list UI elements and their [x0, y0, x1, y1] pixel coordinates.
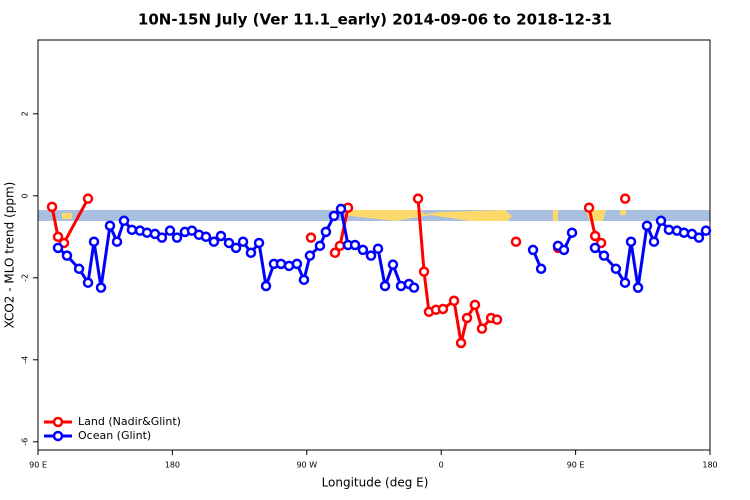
data-point: [448, 295, 460, 307]
data-point: [126, 224, 138, 236]
x-tick-label: 90 W: [296, 461, 317, 470]
y-tick-label: -2: [21, 274, 30, 282]
data-point: [357, 244, 369, 256]
y-tick-label: -4: [21, 356, 30, 364]
legend-label: Ocean (Glint): [78, 429, 151, 442]
data-point: [510, 236, 522, 247]
series: [46, 193, 631, 349]
data-point: [156, 232, 168, 243]
data-point: [625, 236, 637, 247]
data-point: [491, 314, 503, 325]
data-point: [418, 266, 430, 277]
data-point: [535, 263, 547, 275]
data-point: [275, 258, 287, 270]
data-point: [245, 247, 257, 259]
data-point: [46, 201, 58, 213]
data-point: [320, 226, 332, 238]
data-point: [412, 193, 424, 204]
data-point: [305, 232, 317, 243]
plot-frame: [37, 39, 711, 451]
data-point: [304, 250, 316, 261]
data-point: [437, 303, 449, 315]
data-point: [663, 224, 675, 236]
data-point: [253, 237, 265, 249]
data-point: [335, 203, 347, 215]
x-axis-label: Longitude (deg E): [322, 476, 429, 490]
data-point: [379, 280, 391, 292]
map-strip: [38, 210, 710, 221]
data-point: [260, 280, 272, 292]
data-point: [171, 232, 183, 243]
y-tick-label: 2: [21, 111, 30, 116]
legend-marker: [52, 416, 64, 428]
data-point: [469, 299, 481, 311]
data-point: [141, 227, 153, 238]
data-point: [164, 225, 176, 236]
x-tick-label: 90 E: [567, 461, 585, 470]
data-point: [527, 244, 539, 256]
data-point: [82, 193, 94, 204]
data-point: [349, 239, 361, 251]
data-point: [215, 230, 227, 242]
data-point: [237, 236, 249, 247]
data-point: [334, 240, 346, 252]
data-point: [476, 323, 488, 334]
chart-title: 10N-15N July (Ver 11.1_early) 2014-09-06…: [138, 11, 612, 29]
data-point: [589, 230, 601, 242]
data-point: [329, 247, 341, 259]
data-point: [95, 282, 107, 293]
x-tick-label: 180: [702, 461, 717, 470]
data-point: [61, 250, 73, 261]
data-point: [230, 242, 242, 254]
data-point: [298, 274, 310, 286]
data-point: [455, 337, 467, 349]
data-point: [678, 227, 690, 238]
data-point: [641, 220, 653, 231]
data-point: [461, 312, 473, 324]
data-point: [693, 232, 705, 243]
data-point: [408, 282, 420, 293]
data-point: [104, 220, 116, 231]
data-point: [118, 215, 130, 227]
data-point: [566, 227, 578, 238]
data-point: [632, 282, 644, 293]
y-tick-label: -6: [21, 438, 30, 446]
data-point: [314, 240, 326, 252]
y-axis-label: XCO2 - MLO trend (ppm): [3, 182, 17, 329]
data-point: [387, 259, 399, 270]
data-point: [648, 236, 660, 247]
data-point: [589, 242, 601, 254]
data-point: [52, 231, 64, 243]
legend-marker: [52, 430, 64, 442]
x-tick-label: 0: [439, 461, 444, 470]
data-point: [619, 277, 631, 288]
data-point: [223, 237, 235, 249]
data-point: [372, 243, 384, 254]
x-tick-label: 180: [165, 461, 180, 470]
data-point: [655, 215, 667, 227]
y-tick-label: 0: [21, 193, 30, 198]
data-point: [208, 236, 220, 247]
x-tick-label: 90 E: [29, 461, 47, 470]
data-point: [619, 193, 631, 204]
data-point: [73, 263, 85, 275]
data-point: [700, 225, 712, 236]
data-point: [610, 263, 622, 275]
legend: Land (Nadir&Glint)Ocean (Glint): [44, 415, 181, 442]
data-point: [558, 244, 570, 256]
data-point: [88, 236, 100, 247]
data-point: [365, 250, 377, 261]
data-point: [598, 250, 610, 261]
data-point: [111, 236, 123, 247]
series: [52, 203, 712, 293]
data-point: [328, 210, 340, 222]
data-point: [291, 258, 303, 270]
data-point: [82, 277, 94, 288]
data-point: [583, 202, 595, 213]
data-point: [52, 242, 64, 254]
legend-label: Land (Nadir&Glint): [78, 415, 181, 428]
data-point: [200, 231, 212, 243]
